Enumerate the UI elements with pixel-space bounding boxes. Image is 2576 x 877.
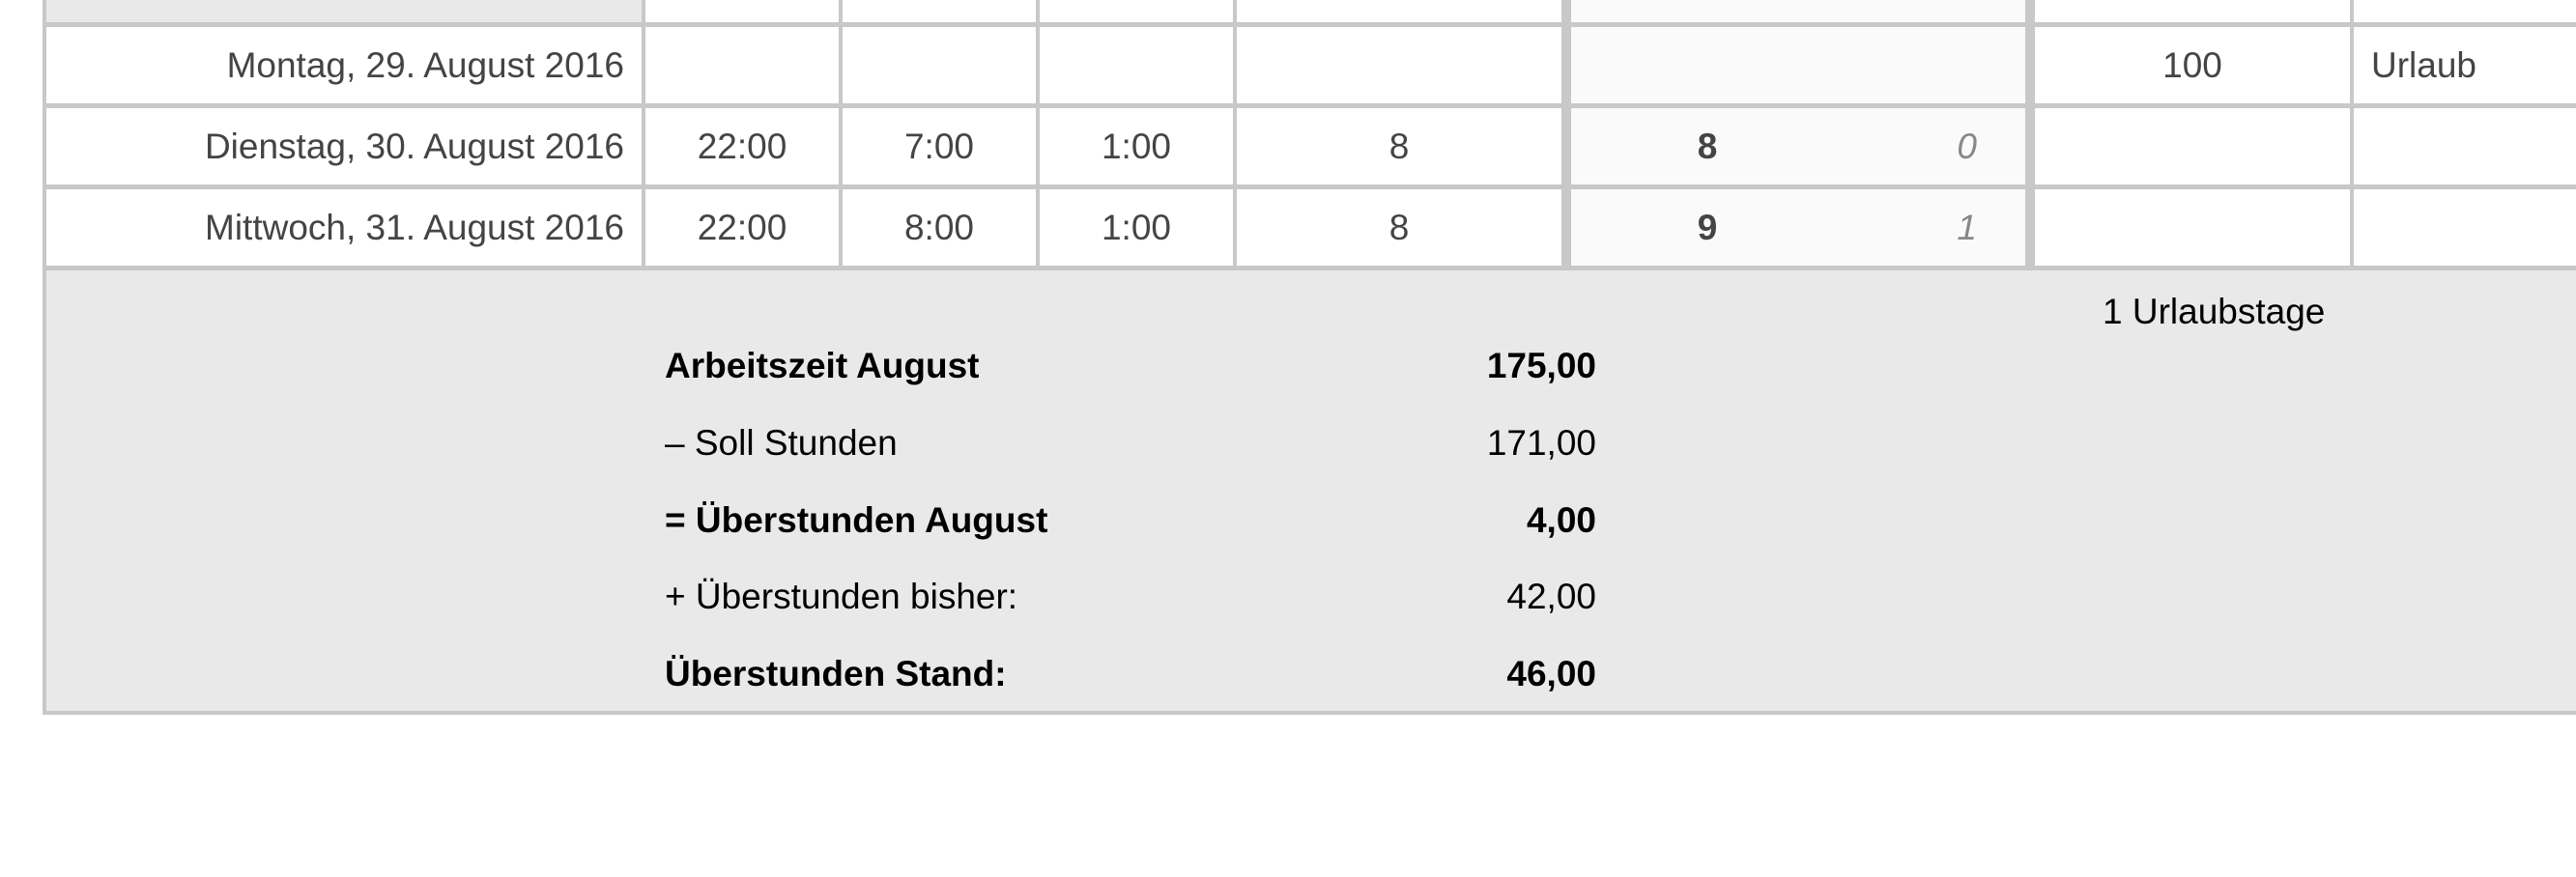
summary-label: Überstunden Stand: (665, 654, 1007, 693)
summary-line: = Überstunden August 4,00 (665, 496, 1596, 545)
target-hours-cell (1237, 0, 1565, 27)
percentage-cell (2029, 108, 2354, 189)
summary-line: + Überstunden bisher: 42,00 (665, 573, 1596, 621)
start-time-cell: 22:00 (645, 189, 843, 270)
date-cell: Mittwoch, 31. August 2016 (43, 189, 645, 270)
target-hours-cell (1237, 27, 1565, 108)
end-time-cell: 7:00 (843, 108, 1040, 189)
note-cell (2354, 108, 2576, 189)
summary-line: – Soll Stunden 171,00 (665, 419, 1596, 467)
start-time-cell (645, 0, 843, 27)
actual-hours-cell (1565, 27, 2029, 108)
actual-hours-cell (1565, 0, 2029, 27)
summary-value: 42,00 (1506, 577, 1596, 616)
target-hours-cell: 8 (1237, 108, 1565, 189)
percentage-cell (2029, 189, 2354, 270)
summary-value: 175,00 (1486, 346, 1596, 385)
month-summary: 1 Urlaubstage Arbeitszeit August 175,00 – … (43, 270, 2576, 715)
note-cell (2354, 0, 2576, 27)
end-time-cell: 8:00 (843, 189, 1040, 270)
note-cell (2354, 189, 2576, 270)
summary-value: 46,00 (1506, 654, 1596, 693)
break-time-cell: 1:00 (1040, 189, 1237, 270)
percentage-cell (2029, 0, 2354, 27)
break-time-cell (1040, 0, 1237, 27)
break-time-cell (1040, 27, 1237, 108)
summary-label: = Überstunden August (665, 500, 1048, 540)
break-time-cell: 1:00 (1040, 108, 1237, 189)
summary-line: Überstunden Stand: 46,00 (665, 650, 1596, 698)
vacation-days-total: 1 Urlaubstage (2103, 292, 2326, 331)
start-time-cell (645, 27, 843, 108)
overtime-diff: 1 (1957, 207, 1977, 247)
note-cell: Urlaub (2354, 27, 2576, 108)
summary-label: – Soll Stunden (665, 423, 898, 463)
percentage-cell: 100 (2029, 27, 2354, 108)
date-cell (43, 0, 645, 27)
overtime-diff: 0 (1957, 126, 1977, 166)
actual-hours: 8 (1697, 126, 1718, 166)
date-cell: Dienstag, 30. August 2016 (43, 108, 645, 189)
end-time-cell (843, 27, 1040, 108)
target-hours-cell: 8 (1237, 189, 1565, 270)
summary-value: 4,00 (1526, 500, 1596, 540)
summary-label: Arbeitszeit August (665, 346, 980, 385)
date-cell: Montag, 29. August 2016 (43, 27, 645, 108)
end-time-cell (843, 0, 1040, 27)
summary-line: Arbeitszeit August 175,00 (665, 342, 1596, 390)
summary-label: + Überstunden bisher: (665, 577, 1018, 616)
actual-hours: 9 (1697, 207, 1718, 247)
summary-value: 171,00 (1486, 423, 1596, 463)
start-time-cell: 22:00 (645, 108, 843, 189)
